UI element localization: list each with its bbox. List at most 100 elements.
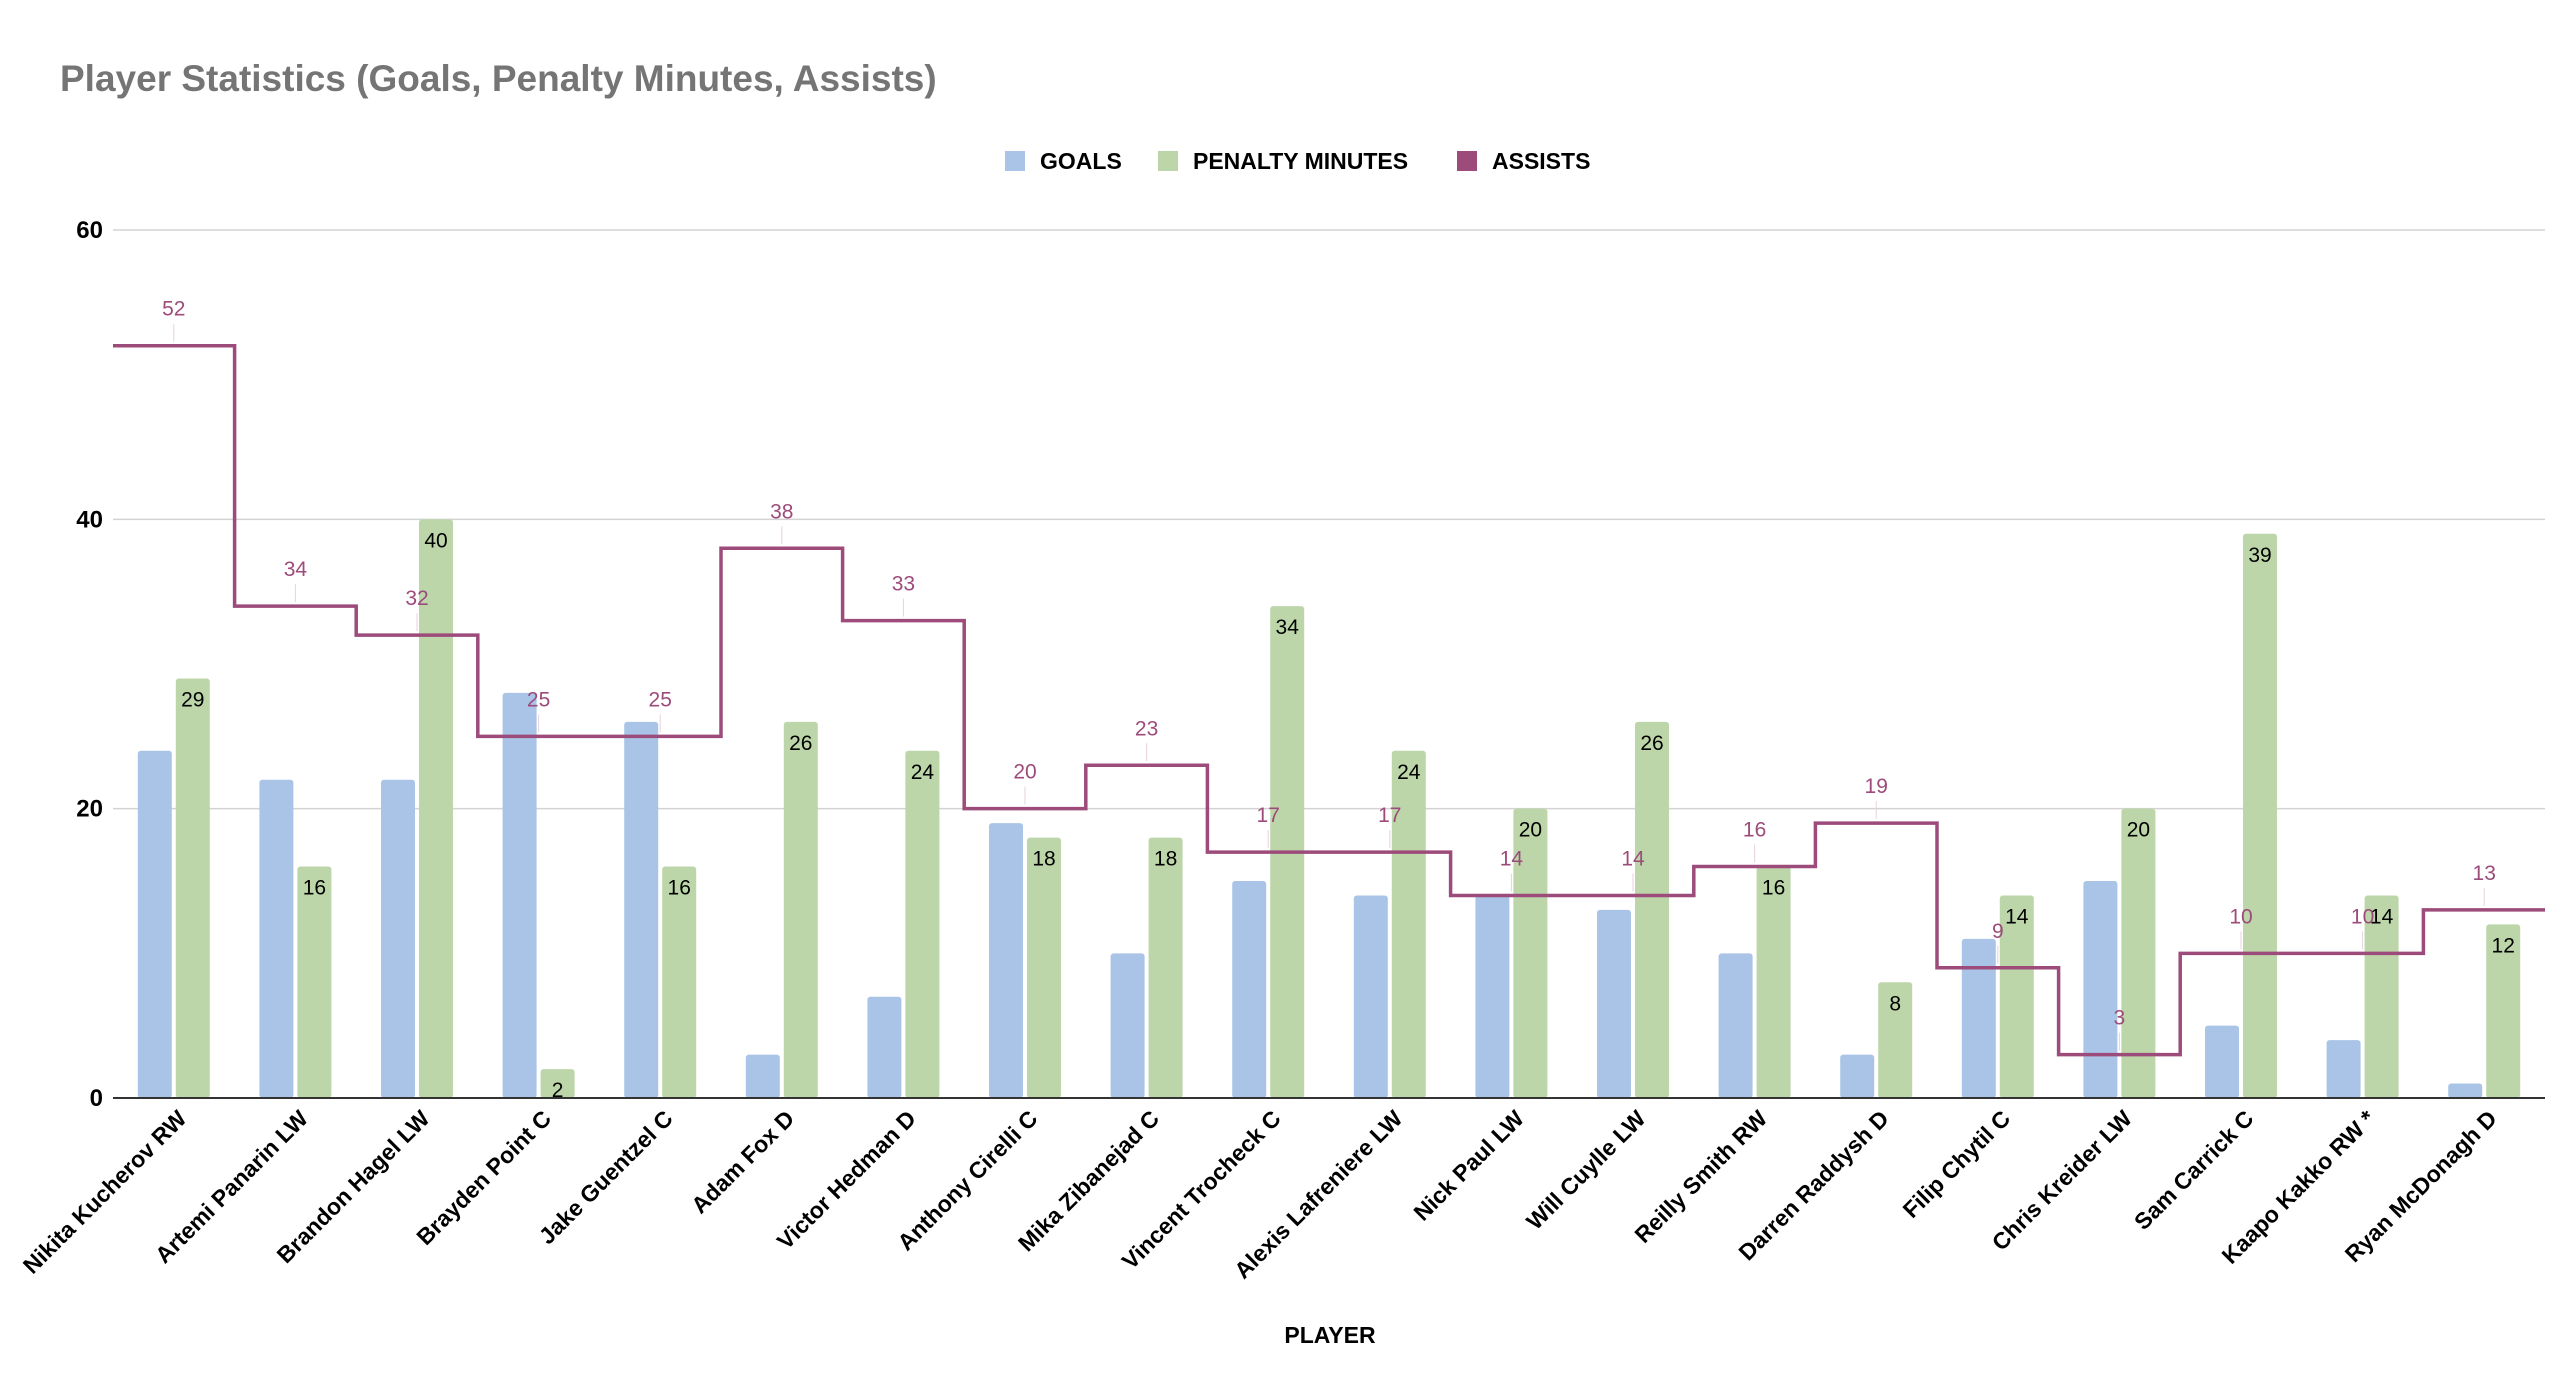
penalty-minutes-bar[interactable] [905,750,940,1098]
penalty-minutes-data-label: 20 [1519,819,1542,842]
assists-data-label: 34 [284,558,308,581]
assists-data-label: 9 [1992,920,2004,943]
penalty-minutes-data-label: 39 [2248,544,2271,567]
penalty-minutes-data-label: 29 [181,688,204,711]
penalty-minutes-data-label: 18 [1032,848,1055,871]
goals-bar[interactable] [1718,953,1753,1098]
goals-bar[interactable] [2083,881,2118,1098]
assists-data-label: 3 [2114,1007,2126,1030]
penalty-minutes-data-label: 16 [303,877,326,900]
penalty-minutes-bar[interactable] [1148,837,1183,1098]
x-tick-label: Filip Chytil C [1898,1105,2016,1223]
assists-data-label: 52 [162,298,185,321]
penalty-minutes-bar[interactable] [2486,924,2521,1098]
goals-bar[interactable] [2448,1083,2483,1098]
y-tick-label: 20 [76,796,103,823]
penalty-minutes-data-label: 34 [1276,616,1300,639]
goals-bar[interactable] [867,996,902,1098]
goals-bar[interactable] [1597,909,1631,1098]
penalty-minutes-bar[interactable] [1513,808,1548,1098]
penalty-minutes-bar[interactable] [1635,721,1669,1098]
assists-data-label: 14 [1500,847,1524,870]
penalty-minutes-data-label: 26 [789,732,812,755]
assists-data-label: 10 [2229,905,2252,928]
x-tick-label: Adam Fox D [686,1105,799,1218]
penalty-minutes-data-label: 20 [2127,819,2150,842]
penalty-minutes-bar[interactable] [175,678,210,1098]
penalty-minutes-bar[interactable] [419,519,453,1098]
legend-swatch [1158,151,1178,171]
legend-label[interactable]: GOALS [1040,148,1122,174]
penalty-minutes-bar[interactable] [297,866,332,1098]
penalty-minutes-bar[interactable] [1878,982,1913,1098]
assists-data-label: 17 [1257,804,1280,827]
x-tick-label: Brayden Point C [411,1105,556,1250]
penalty-minutes-data-label: 16 [668,877,691,900]
penalty-minutes-bar[interactable] [1756,866,1791,1098]
goals-bar[interactable] [1961,938,1996,1098]
y-tick-label: 0 [90,1085,103,1112]
penalty-minutes-bar[interactable] [783,721,818,1098]
assists-data-label: 25 [527,688,550,711]
y-tick-label: 40 [76,506,103,533]
penalty-minutes-bar[interactable] [2243,533,2277,1098]
penalty-minutes-bar[interactable] [2364,895,2399,1098]
penalty-minutes-data-label: 14 [2005,905,2029,928]
assists-data-label: 23 [1135,717,1158,740]
assists-data-label: 13 [2473,862,2496,885]
goals-bar[interactable] [1840,1054,1875,1098]
x-tick-label: Jake Guentzel C [534,1105,678,1249]
assists-data-label: 20 [1013,761,1036,784]
penalty-minutes-bar[interactable] [662,866,697,1098]
assists-line [113,343,2545,1057]
legend[interactable]: GOALS PENALTY MINUTES ASSISTS [1005,148,1590,174]
penalty-minutes-bar[interactable] [2121,808,2156,1098]
assists-data-label: 32 [405,587,428,610]
penalty-minutes-data-label: 12 [2492,934,2515,957]
goals-bar[interactable] [381,779,415,1098]
goals-bar[interactable] [989,823,1023,1098]
goals-bar[interactable] [1475,895,1510,1098]
x-tick-label: Nick Paul LW [1408,1105,1529,1226]
legend-label[interactable]: ASSISTS [1492,148,1590,174]
x-axis-title: PLAYER [1284,1322,1376,1348]
goals-bar[interactable] [1232,881,1267,1098]
x-tick-label: Reilly Smith RW [1629,1105,1772,1248]
penalty-minutes-data-label: 24 [911,761,935,784]
legend-swatch [1457,151,1477,171]
goals-bar[interactable] [1110,953,1145,1098]
x-tick-label: Will Cuylle LW [1521,1105,1651,1235]
assists-data-label: 25 [649,688,672,711]
goals-bar[interactable] [1353,895,1388,1098]
goals-bar[interactable] [745,1054,780,1098]
goals-bar[interactable] [2326,1040,2361,1098]
x-tick-label: Sam Carrick C [2129,1105,2259,1235]
goals-bar[interactable] [259,779,294,1098]
penalty-minutes-bar[interactable] [1391,750,1426,1098]
assists-data-label: 10 [2351,905,2374,928]
penalty-minutes-data-label: 24 [1397,761,1421,784]
y-tick-label: 60 [76,217,103,244]
assists-data-label: 16 [1743,819,1766,842]
goals-bar[interactable] [502,692,537,1098]
penalty-minutes-bar[interactable] [540,1069,575,1098]
legend-swatch [1005,151,1025,171]
penalty-minutes-bar[interactable] [1027,837,1061,1098]
legend-label[interactable]: PENALTY MINUTES [1193,148,1408,174]
penalty-minutes-data-label: 40 [424,529,447,552]
penalty-minutes-data-label: 26 [1640,732,1663,755]
goals-bar[interactable] [137,750,172,1098]
assists-step-line[interactable] [113,343,2545,1057]
goals-bar[interactable] [2205,1025,2239,1098]
goals-bar[interactable] [624,721,659,1098]
penalty-minutes-data-label: 14 [2370,905,2394,928]
assists-data-label: 33 [892,573,915,596]
assists-data-label: 14 [1621,847,1645,870]
chart-title: Player Statistics (Goals, Penalty Minute… [60,58,937,99]
penalty-minutes-bar[interactable] [1999,895,2034,1098]
penalty-minutes-data-label: 18 [1154,848,1177,871]
assists-data-label: 38 [770,500,793,523]
assists-data-label: 17 [1378,804,1401,827]
